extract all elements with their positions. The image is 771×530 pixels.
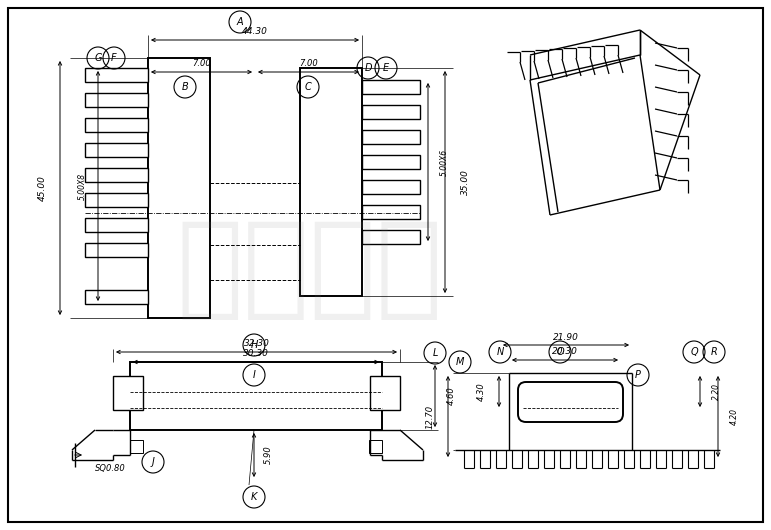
Bar bbox=[362, 130, 420, 144]
Text: J: J bbox=[152, 457, 154, 467]
Text: N: N bbox=[497, 347, 503, 357]
Text: 35.00: 35.00 bbox=[460, 169, 470, 195]
Text: A: A bbox=[237, 17, 244, 27]
Text: 21.90: 21.90 bbox=[553, 332, 579, 341]
Bar bbox=[113, 376, 143, 410]
Bar bbox=[370, 376, 400, 410]
Text: 7.00: 7.00 bbox=[299, 58, 318, 67]
Bar bbox=[369, 440, 382, 453]
Bar bbox=[130, 362, 382, 430]
Bar bbox=[362, 205, 420, 219]
Bar bbox=[85, 93, 148, 107]
Text: 4.30: 4.30 bbox=[476, 382, 486, 401]
Bar bbox=[85, 218, 148, 232]
Bar bbox=[85, 243, 148, 257]
Text: 20.30: 20.30 bbox=[552, 348, 578, 357]
Text: 博硕电子: 博硕电子 bbox=[177, 216, 443, 323]
Text: L: L bbox=[433, 348, 438, 358]
Bar bbox=[85, 143, 148, 157]
Text: D: D bbox=[364, 63, 372, 73]
Text: H: H bbox=[251, 340, 258, 350]
Text: R: R bbox=[711, 347, 717, 357]
Text: 44.30: 44.30 bbox=[242, 28, 268, 37]
Bar bbox=[362, 180, 420, 194]
Text: 2.20: 2.20 bbox=[712, 383, 721, 400]
Text: SQ0.80: SQ0.80 bbox=[95, 464, 126, 473]
Bar bbox=[362, 230, 420, 244]
Text: B: B bbox=[182, 82, 188, 92]
Text: 30.30: 30.30 bbox=[243, 349, 269, 358]
Text: Q: Q bbox=[690, 347, 698, 357]
Text: 4.20: 4.20 bbox=[729, 408, 739, 425]
Bar bbox=[362, 105, 420, 119]
Text: M: M bbox=[456, 357, 464, 367]
Bar bbox=[85, 290, 148, 304]
Bar bbox=[362, 155, 420, 169]
Text: 7.00: 7.00 bbox=[192, 58, 211, 67]
Text: 5.90: 5.90 bbox=[264, 446, 272, 464]
FancyBboxPatch shape bbox=[518, 382, 623, 422]
Text: O: O bbox=[556, 347, 564, 357]
Bar bbox=[85, 118, 148, 132]
Bar bbox=[85, 193, 148, 207]
Bar bbox=[148, 58, 210, 318]
Bar bbox=[85, 168, 148, 182]
Text: 12.70: 12.70 bbox=[426, 404, 435, 429]
Bar bbox=[85, 68, 148, 82]
Bar bbox=[130, 440, 143, 453]
Text: F: F bbox=[111, 53, 117, 63]
Text: K: K bbox=[251, 492, 258, 502]
Text: G: G bbox=[94, 53, 102, 63]
Text: 32.30: 32.30 bbox=[244, 339, 269, 348]
Text: 5.00X6: 5.00X6 bbox=[439, 148, 449, 175]
Text: P: P bbox=[635, 370, 641, 380]
Text: C: C bbox=[305, 82, 311, 92]
Text: I: I bbox=[253, 370, 255, 380]
Text: 5.00X8: 5.00X8 bbox=[78, 172, 86, 200]
Bar bbox=[300, 68, 362, 296]
Text: 45.00: 45.00 bbox=[38, 175, 46, 201]
Bar bbox=[362, 80, 420, 94]
Text: 4.60: 4.60 bbox=[446, 386, 456, 405]
Text: E: E bbox=[383, 63, 389, 73]
